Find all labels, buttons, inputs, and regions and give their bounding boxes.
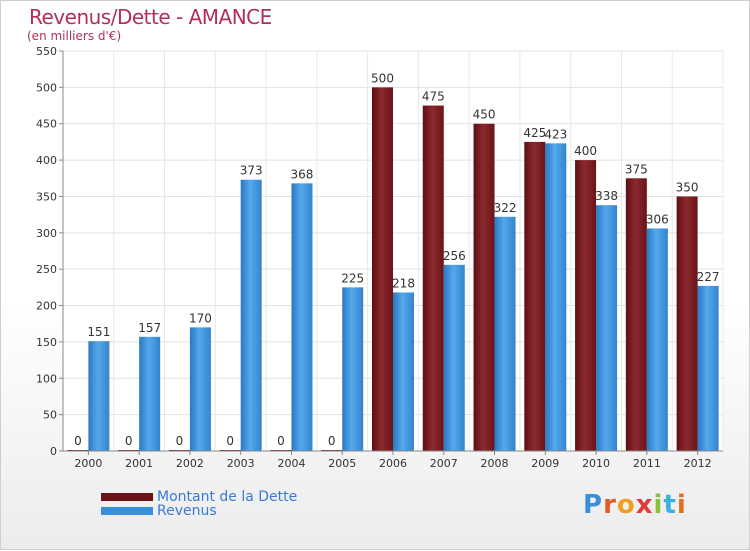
y-tick-label: 200	[36, 300, 57, 313]
x-tick-label: 2007	[430, 457, 458, 470]
y-tick-label: 100	[36, 372, 57, 385]
y-tick-label: 500	[36, 81, 57, 94]
legend-swatch-revenue	[101, 507, 153, 515]
y-tick-label: 250	[36, 263, 57, 276]
legend-swatch-debt	[101, 493, 153, 501]
x-tick-label: 2011	[633, 457, 661, 470]
x-tick-label: 2008	[481, 457, 509, 470]
chart-subtitle: (en milliers d'€)	[27, 29, 122, 43]
data-label: 170	[189, 311, 212, 325]
proxiti-logo: Proxiti	[583, 490, 687, 520]
x-tick-label: 2001	[125, 457, 153, 470]
bar-debt	[625, 178, 647, 452]
logo-letter: r	[603, 490, 617, 520]
legend-item-debt: Montant de la Dette	[101, 489, 297, 505]
logo-letter: P	[583, 490, 604, 520]
legend-item-revenue: Revenus	[101, 503, 217, 519]
bar-revenue	[646, 228, 668, 451]
x-tick-label: 2005	[328, 457, 356, 470]
x-tick-label: 2009	[531, 457, 559, 470]
chart-title: Revenus/Dette - AMANCE	[29, 5, 272, 29]
y-tick-label: 450	[36, 118, 57, 131]
data-label: 256	[443, 249, 466, 263]
data-label: 400	[574, 144, 597, 158]
logo-letter: i	[653, 490, 664, 520]
data-label: 227	[697, 270, 720, 284]
y-tick-label: 300	[36, 227, 57, 240]
data-label: 475	[422, 90, 445, 104]
data-label: 0	[328, 434, 336, 448]
logo-letter: x	[635, 490, 654, 520]
y-tick-label: 400	[36, 154, 57, 167]
bar-revenue	[88, 341, 110, 451]
bar-revenue	[697, 285, 719, 451]
bar-revenue	[393, 292, 414, 451]
data-label: 0	[226, 434, 234, 448]
x-tick-label: 2000	[74, 457, 102, 470]
data-label: 0	[277, 434, 285, 448]
bar-debt	[372, 87, 393, 451]
bar-revenue	[443, 264, 465, 451]
x-tick-label: 2003	[227, 457, 255, 470]
y-tick-label: 550	[36, 45, 57, 58]
data-label: 0	[125, 434, 133, 448]
x-tick-label: 2002	[176, 457, 204, 470]
data-label: 338	[595, 189, 618, 203]
data-label: 500	[371, 71, 394, 85]
bar-debt	[676, 196, 698, 451]
y-tick-label: 0	[50, 445, 57, 458]
data-label: 0	[176, 434, 184, 448]
logo-letter: i	[676, 490, 687, 520]
x-tick-label: 2004	[277, 457, 305, 470]
bar-debt	[524, 141, 546, 451]
legend-label-revenue: Revenus	[157, 503, 217, 519]
bar-debt	[575, 160, 597, 451]
bar-revenue	[139, 336, 161, 451]
bar-debt	[473, 123, 495, 452]
bar-debt	[422, 105, 444, 451]
bar-revenue	[240, 179, 262, 451]
data-label: 375	[625, 162, 648, 176]
y-tick-label: 350	[36, 190, 57, 203]
data-label: 0	[74, 434, 82, 448]
legend-label-debt: Montant de la Dette	[157, 489, 298, 505]
bar-revenue	[189, 327, 211, 451]
bar-revenue	[596, 205, 618, 451]
data-label: 368	[291, 167, 314, 181]
data-label: 350	[676, 180, 699, 194]
data-label: 151	[87, 325, 110, 339]
y-tick-label: 150	[36, 336, 57, 349]
data-label: 450	[473, 108, 496, 122]
x-tick-label: 2006	[379, 457, 407, 470]
x-tick-label: 2012	[684, 457, 712, 470]
logo-letter: t	[663, 490, 677, 520]
data-label: 425	[523, 126, 546, 140]
data-label: 218	[392, 276, 415, 290]
logo-letter: o	[616, 490, 636, 520]
bar-revenue	[545, 143, 567, 451]
x-tick-label: 2010	[582, 457, 610, 470]
data-label: 306	[646, 212, 669, 226]
data-label: 322	[494, 201, 517, 215]
data-label: 373	[240, 164, 263, 178]
bar-revenue	[291, 183, 313, 451]
bar-revenue	[494, 216, 516, 451]
data-label: 157	[138, 321, 161, 335]
bar-revenue	[342, 287, 364, 451]
data-label: 423	[544, 127, 567, 141]
y-tick-label: 50	[43, 409, 57, 422]
data-label: 225	[341, 271, 364, 285]
